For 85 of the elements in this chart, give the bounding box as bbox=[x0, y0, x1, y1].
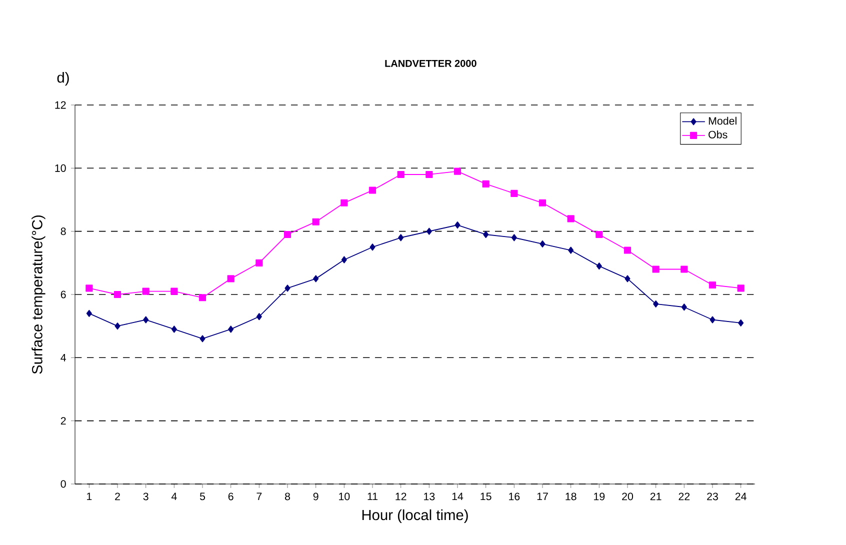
point bbox=[567, 215, 574, 222]
x-tick-label: 8 bbox=[285, 492, 290, 500]
y-tick-label: 8 bbox=[60, 228, 66, 236]
y-tick-label: 12 bbox=[55, 101, 66, 109]
x-tick-label: 15 bbox=[480, 492, 492, 500]
point bbox=[200, 335, 206, 342]
point bbox=[737, 284, 744, 292]
point bbox=[86, 310, 92, 317]
point bbox=[170, 288, 178, 295]
x-tick-label: 9 bbox=[313, 492, 318, 500]
x-tick-label: 11 bbox=[368, 492, 378, 500]
point bbox=[652, 266, 660, 273]
x-tick-label: 16 bbox=[509, 492, 520, 500]
point bbox=[426, 228, 432, 235]
x-tick-label: 21 bbox=[650, 492, 662, 500]
point bbox=[538, 199, 546, 206]
y-axis-title: Surface temperature(°C) bbox=[32, 215, 46, 374]
x-tick-label: 17 bbox=[537, 492, 548, 500]
point bbox=[510, 190, 518, 197]
text: d) bbox=[57, 72, 69, 86]
point bbox=[86, 284, 93, 292]
x-tick-label: 22 bbox=[678, 492, 690, 500]
x-tick-label: 13 bbox=[424, 492, 435, 500]
point bbox=[142, 288, 150, 295]
point bbox=[340, 199, 348, 206]
point bbox=[198, 294, 206, 302]
point bbox=[568, 246, 574, 254]
point bbox=[114, 322, 120, 330]
point bbox=[227, 275, 234, 282]
x-tick-label: 4 bbox=[171, 492, 177, 500]
point bbox=[596, 230, 603, 238]
point bbox=[738, 319, 744, 326]
x-tick-label: 23 bbox=[707, 492, 718, 500]
x-tick-label: 7 bbox=[256, 492, 262, 500]
x-tick-label: 20 bbox=[622, 492, 634, 500]
point bbox=[511, 234, 517, 242]
y-tick-label: 0 bbox=[60, 480, 66, 488]
point bbox=[540, 240, 546, 248]
point bbox=[624, 275, 630, 282]
point bbox=[710, 316, 716, 324]
legend-label: Obs bbox=[708, 130, 728, 138]
x-tick-label: 24 bbox=[735, 492, 746, 500]
point bbox=[256, 313, 262, 320]
point bbox=[624, 246, 632, 254]
x-tick-label: 10 bbox=[339, 492, 350, 500]
legend-label: Model bbox=[708, 116, 736, 125]
point bbox=[341, 256, 347, 264]
y-tick-label: 6 bbox=[60, 290, 66, 298]
point bbox=[284, 284, 290, 292]
y-tick-label: 2 bbox=[60, 417, 66, 425]
point bbox=[114, 290, 122, 298]
point bbox=[256, 259, 263, 266]
point bbox=[482, 180, 490, 188]
x-tick-label: 5 bbox=[200, 492, 206, 500]
chart-title: LANDVETTER 2000 bbox=[385, 60, 476, 67]
x-tick-label: 2 bbox=[115, 492, 120, 500]
point bbox=[143, 316, 149, 324]
x-tick-label: 1 bbox=[87, 492, 92, 500]
point bbox=[398, 234, 404, 242]
x-tick-label: 14 bbox=[452, 492, 464, 500]
point bbox=[368, 186, 376, 194]
x-axis-title: Hour (local time) bbox=[362, 509, 468, 524]
point bbox=[596, 262, 602, 270]
point bbox=[397, 170, 404, 178]
x-tick-label: 6 bbox=[228, 492, 234, 500]
x-tick-label: 12 bbox=[396, 492, 406, 500]
point bbox=[370, 244, 376, 251]
x-tick-label: 19 bbox=[594, 492, 605, 500]
point bbox=[681, 304, 687, 311]
point bbox=[708, 281, 716, 289]
x-tick-label: 18 bbox=[566, 492, 576, 500]
point bbox=[313, 275, 319, 282]
x-tick-label: 3 bbox=[143, 492, 148, 500]
y-tick-label: 4 bbox=[60, 354, 66, 362]
point bbox=[454, 168, 462, 175]
point bbox=[228, 326, 234, 333]
point bbox=[171, 326, 177, 333]
point bbox=[426, 170, 433, 178]
point bbox=[312, 218, 320, 226]
y-tick-label: 10 bbox=[55, 164, 66, 172]
point bbox=[284, 230, 292, 238]
point bbox=[454, 221, 460, 229]
point bbox=[483, 230, 489, 238]
point bbox=[653, 300, 659, 308]
point bbox=[680, 266, 688, 273]
